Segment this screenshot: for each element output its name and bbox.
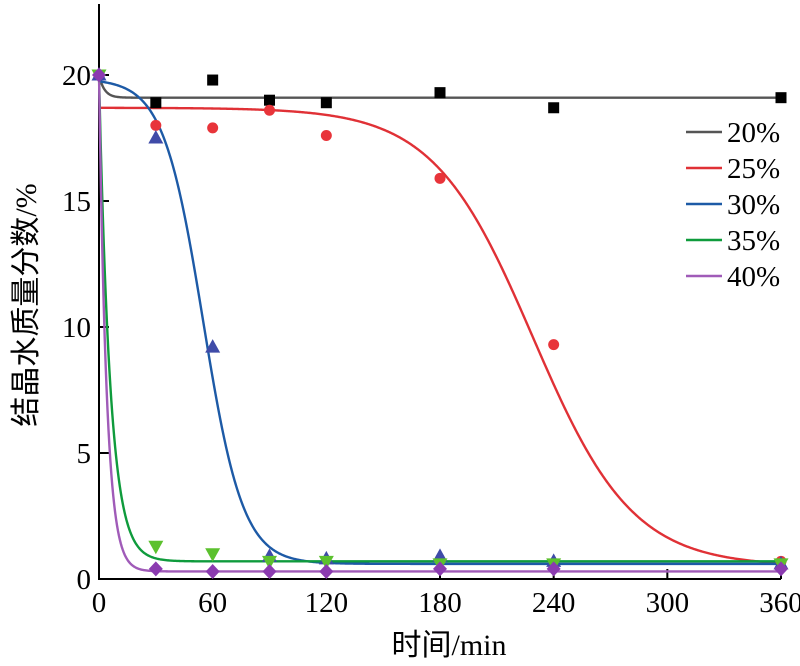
data-point-20pct [434,87,446,99]
data-point-40pct [262,563,277,579]
fit-line-25pct [99,106,782,565]
x-tick-label: 180 [418,587,462,619]
fit-line-40pct [97,74,781,573]
legend-label: 20% [727,117,780,149]
x-tick-label: 0 [92,587,107,619]
data-point-25pct [434,172,446,184]
data-point-30pct [205,339,221,353]
fit-line-35pct [97,74,781,563]
y-tick-label: 15 [62,186,91,218]
data-point-25pct [320,129,332,141]
x-tick-label: 60 [198,587,227,619]
x-tick-label: 240 [532,587,576,619]
legend: 20% 25% 30% 35% 40% [686,117,780,293]
y-tick-label: 5 [77,438,92,470]
data-point-35pct [262,555,277,570]
legend-label: 35% [727,225,780,257]
data-point-40pct [205,563,220,579]
data-markers [91,67,789,579]
data-point-40pct [433,561,447,577]
y-tick-label: 10 [62,312,91,344]
data-point-35pct [205,548,221,562]
data-point-35pct [318,555,334,570]
data-point-40pct [774,561,788,577]
data-point-30pct [148,130,164,144]
fit-line-30pct [98,80,781,566]
axes: 0 60 120 180 240 300 360 0 5 10 15 20 [62,4,800,619]
data-point-20pct [320,97,332,109]
data-point-20pct [150,97,162,109]
data-point-25pct [548,339,560,351]
data-point-40pct [148,561,163,577]
x-tick-label: 360 [759,587,800,619]
data-point-25pct [150,119,162,131]
data-point-40pct [319,563,334,579]
x-axis-title: 时间/min [391,629,506,662]
legend-label: 40% [727,261,780,293]
y-tick-label: 20 [62,60,91,92]
legend-label: 25% [727,153,780,185]
data-point-25pct [207,122,219,134]
x-tick-label: 120 [305,587,349,619]
data-point-35pct [148,540,164,555]
data-point-20pct [775,92,787,104]
data-point-20pct [207,74,219,86]
data-point-40pct [546,561,561,577]
legend-label: 30% [727,189,780,221]
x-tick-label: 300 [646,587,690,619]
y-tick-label: 0 [77,564,92,596]
data-point-40pct [92,67,106,83]
data-point-20pct [264,94,275,106]
fit-lines [97,74,782,573]
y-axis-title: 结晶水质量分数/% [10,183,43,426]
data-point-20pct [548,102,560,114]
data-point-25pct [264,104,275,116]
